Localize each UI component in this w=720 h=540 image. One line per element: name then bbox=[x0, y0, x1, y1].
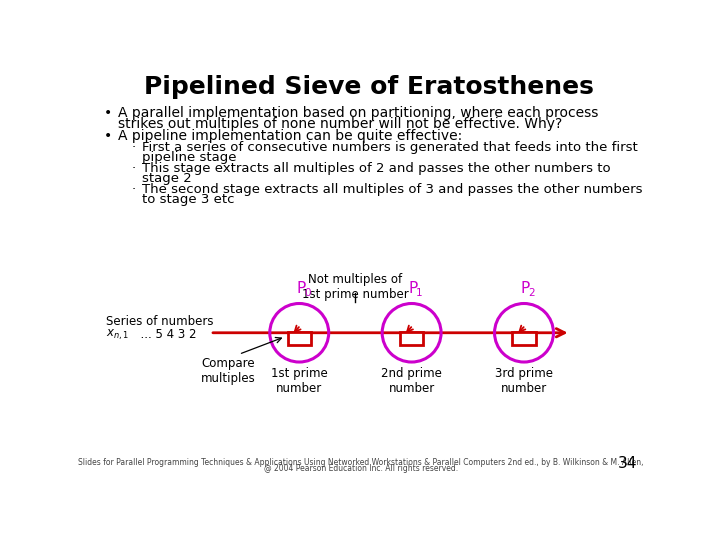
Text: Not multiples of
1st prime number: Not multiples of 1st prime number bbox=[302, 273, 408, 301]
Text: Pipelined Sieve of Eratosthenes: Pipelined Sieve of Eratosthenes bbox=[144, 75, 594, 99]
Text: ·: · bbox=[132, 183, 136, 195]
Text: ·: · bbox=[132, 162, 136, 175]
Text: P: P bbox=[296, 281, 305, 296]
Text: First a series of consecutive numbers is generated that feeds into the first: First a series of consecutive numbers is… bbox=[142, 141, 638, 154]
Text: This stage extracts all multiples of 2 and passes the other numbers to: This stage extracts all multiples of 2 a… bbox=[142, 162, 611, 175]
Bar bbox=[287, 333, 311, 346]
Text: Series of numbers: Series of numbers bbox=[106, 315, 213, 328]
Text: 2nd prime
number: 2nd prime number bbox=[381, 367, 442, 395]
Text: A pipeline implementation can be quite effective:: A pipeline implementation can be quite e… bbox=[118, 130, 462, 144]
Bar bbox=[513, 333, 536, 346]
Bar bbox=[400, 333, 423, 346]
Text: 1st prime
number: 1st prime number bbox=[271, 367, 328, 395]
Text: 2: 2 bbox=[528, 288, 535, 298]
Text: •: • bbox=[104, 130, 112, 144]
Text: pipeline stage: pipeline stage bbox=[142, 151, 236, 164]
Text: $x_{n, 1}$: $x_{n, 1}$ bbox=[106, 327, 129, 341]
Text: @ 2004 Pearson Education Inc. All rights reserved.: @ 2004 Pearson Education Inc. All rights… bbox=[264, 464, 459, 473]
Text: Compare
multiples: Compare multiples bbox=[201, 357, 256, 386]
Text: The second stage extracts all multiples of 3 and passes the other numbers: The second stage extracts all multiples … bbox=[142, 183, 642, 195]
Text: stage 2: stage 2 bbox=[142, 172, 192, 185]
Text: 0: 0 bbox=[304, 288, 310, 298]
Text: Slides for Parallel Programming Techniques & Applications Using Networked Workst: Slides for Parallel Programming Techniqu… bbox=[78, 458, 644, 467]
Text: 3rd prime
number: 3rd prime number bbox=[495, 367, 553, 395]
Text: 1: 1 bbox=[416, 288, 423, 298]
Text: 34: 34 bbox=[618, 456, 637, 471]
Text: P: P bbox=[408, 281, 418, 296]
Text: P: P bbox=[521, 281, 530, 296]
Text: ... 5 4 3 2: ... 5 4 3 2 bbox=[132, 328, 196, 341]
Text: •: • bbox=[104, 106, 112, 120]
Text: ·: · bbox=[132, 141, 136, 154]
Text: A parallel implementation based on partitioning, where each process: A parallel implementation based on parti… bbox=[118, 106, 598, 120]
Text: to stage 3 etc: to stage 3 etc bbox=[142, 193, 235, 206]
Text: strikes out multiples of none number will not be effective. Why?: strikes out multiples of none number wil… bbox=[118, 117, 562, 131]
